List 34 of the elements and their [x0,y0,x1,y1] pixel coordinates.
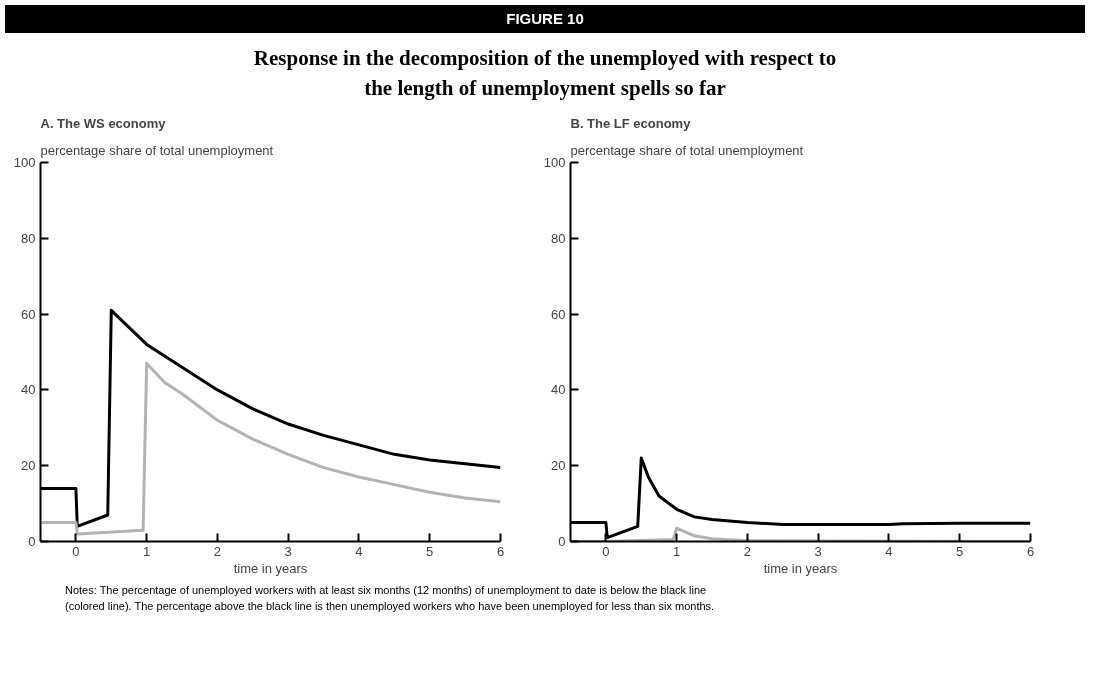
x-tick-label: 1 [673,543,681,559]
x-tick-label: 0 [72,543,80,559]
x-tick-label: 2 [743,543,752,559]
x-tick-label: 5 [956,543,964,559]
x-tick-label: 3 [284,543,292,559]
line-series [40,361,501,536]
x-tick-label: 3 [814,543,822,559]
y-tick-label: 100 [13,155,36,170]
x-tick-label: 6 [496,543,505,559]
y-tick-label: 80 [551,230,566,246]
x-tick-label: 6 [1026,543,1035,559]
chart-title: A. The WS economy [40,115,167,131]
y-tick-label: 60 [551,306,566,322]
y-axis-title: percentage share of total unemployment [40,142,274,158]
text: Notes: The percentage of unemployed workers with at least six months (12 months) of unemployment to date is below the black line (colored line). The percentage above the black line is then unemployed workers who have been unemployed for less than six months. [65,583,716,614]
x-tick-label: 0 [602,543,610,559]
x-tick-label: 4 [355,543,363,559]
x-axis-title: time in years [763,560,838,576]
caption: FIGURE 10 [506,9,584,29]
y-axis-title: percentage share of total unemployment [570,142,804,158]
x-tick-label: 4 [885,543,893,559]
x-axis-title: time in years [233,560,308,576]
y-tick-label: 20 [21,458,36,474]
y-tick-label: 100 [543,155,566,170]
y-tick-label: 80 [21,230,36,246]
x-tick-label: 5 [426,543,434,559]
x-tick-label: 1 [143,543,151,559]
x-tick-label: 2 [213,543,222,559]
y-tick-label: 60 [21,306,36,322]
y-tick-label: 40 [21,382,36,398]
chart-title: B. The LF economy [570,115,692,131]
y-tick-label: 20 [551,458,566,474]
text: Response in the decomposition of the unemployed with respect to the length of unemployment spells so far [252,45,838,102]
y-tick-label: 40 [551,382,566,398]
